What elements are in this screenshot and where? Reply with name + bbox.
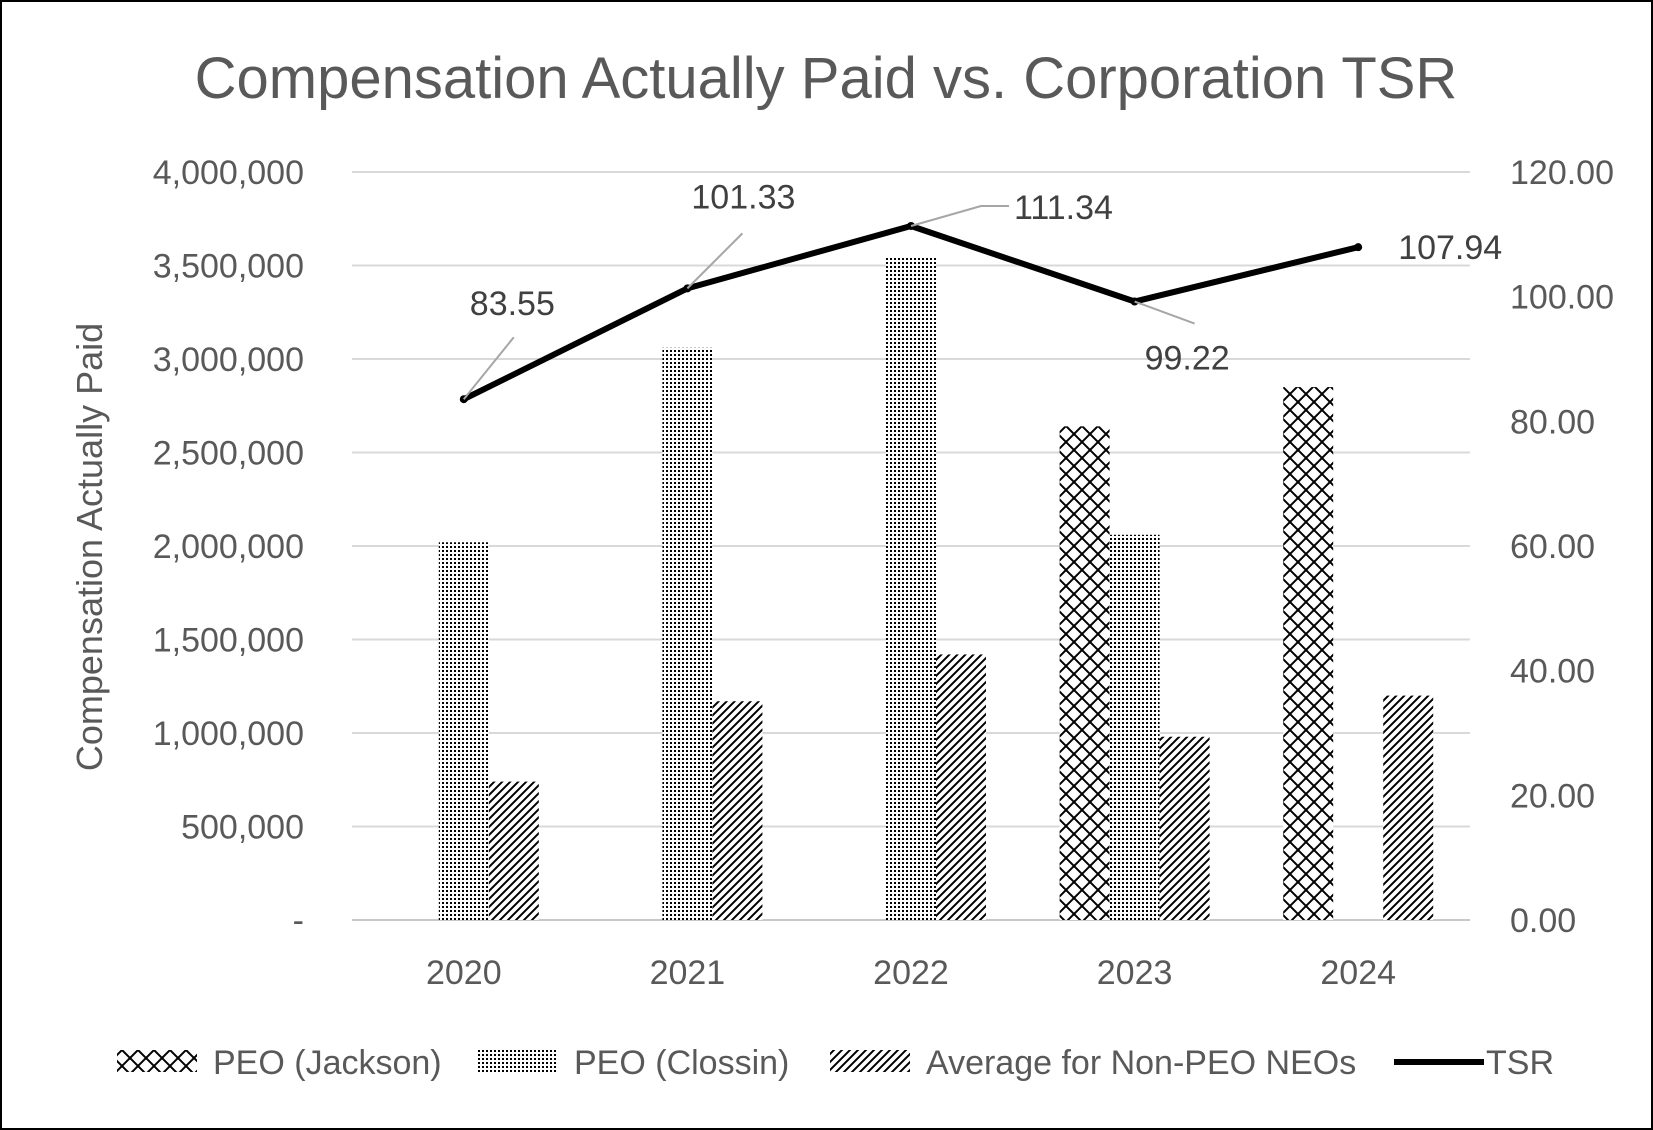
tsr-point	[1354, 243, 1363, 252]
legend-label: PEO (Jackson)	[213, 1044, 442, 1082]
data-label-leader	[463, 336, 515, 400]
y-tick-label: 2,500,000	[153, 435, 304, 473]
data-label-leader	[910, 204, 1009, 227]
legend-label: Average for Non-PEO NEOs	[926, 1044, 1356, 1082]
tsr-data-label: 111.34	[1014, 189, 1113, 227]
legend-swatch	[117, 1050, 197, 1072]
y-tick-label: 3,000,000	[153, 341, 304, 379]
y2-tick-label: 100.00	[1510, 279, 1614, 317]
x-tick-label: 2021	[650, 954, 726, 992]
y-axis-ticks: - 500,000 1,000,000 1,500,000 2,000,000 2,500…	[153, 154, 304, 940]
y-tick-label: 4,000,000	[153, 154, 304, 192]
y-tick-label: 500,000	[181, 809, 304, 847]
y-tick-label: 2,000,000	[153, 528, 304, 566]
bar-diagonal	[1383, 695, 1434, 920]
bar-diagonal	[1159, 736, 1210, 920]
legend-swatch	[478, 1050, 558, 1072]
x-tick-label: 2020	[426, 954, 502, 992]
legend-label: PEO (Clossin)	[574, 1044, 789, 1082]
y2-tick-label: 120.00	[1510, 154, 1614, 192]
y2-tick-label: 0.00	[1510, 902, 1576, 940]
x-tick-label: 2024	[1320, 954, 1396, 992]
data-label-leader	[686, 232, 744, 290]
tsr-series: 83.55 101.33 111.34 99.22 107.94	[459, 178, 1502, 404]
y-tick-label: 3,500,000	[153, 248, 304, 286]
bar-dots	[1109, 534, 1160, 920]
y-tick-label: 1,000,000	[153, 715, 304, 753]
x-tick-label: 2023	[1097, 954, 1173, 992]
chart-title: Compensation Actually Paid vs. Corporati…	[195, 46, 1458, 111]
x-tick-label: 2022	[873, 954, 949, 992]
y2-tick-label: 40.00	[1510, 653, 1595, 691]
x-axis-ticks: 2020 2021 2022 2023 2024	[426, 954, 1396, 992]
bar-diagonal	[712, 701, 763, 920]
tsr-data-label: 99.22	[1145, 340, 1230, 378]
bar-crosshatch	[1059, 426, 1110, 920]
y2-tick-label: 80.00	[1510, 403, 1595, 441]
y-tick-label: 1,500,000	[153, 622, 304, 660]
data-label-leader	[1134, 300, 1195, 325]
tsr-data-label: 107.94	[1398, 229, 1502, 267]
y2-tick-label: 20.00	[1510, 777, 1595, 815]
y-axis-title: Compensation Actually Paid	[69, 323, 110, 771]
bar-dots	[886, 258, 936, 920]
bar-dots	[438, 542, 489, 920]
y2-axis-ticks: 0.00 20.00 40.00 60.00 80.00 100.00 120.00	[1510, 154, 1614, 940]
legend-label: TSR	[1486, 1044, 1554, 1082]
bar-crosshatch	[1283, 387, 1334, 920]
bar-dots	[662, 347, 713, 920]
bars	[438, 258, 1434, 920]
bar-diagonal	[488, 781, 539, 920]
y2-tick-label: 60.00	[1510, 528, 1595, 566]
legend: PEO (Jackson) PEO (Clossin) Average for No…	[117, 1044, 1554, 1082]
legend-swatch	[830, 1050, 910, 1072]
bar-diagonal	[936, 654, 986, 920]
y-tick-label: -	[293, 902, 304, 940]
tsr-data-label: 83.55	[470, 285, 555, 323]
tsr-data-label: 101.33	[691, 178, 795, 216]
